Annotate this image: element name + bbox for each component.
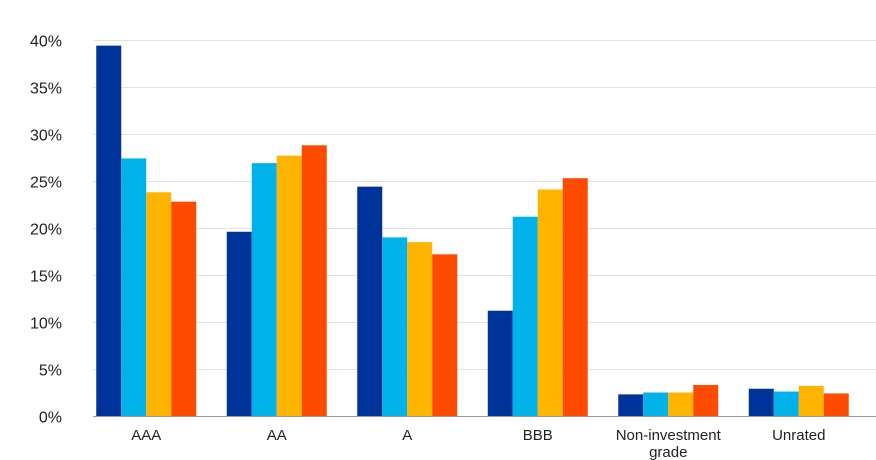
bar — [537, 189, 563, 416]
bar — [643, 392, 669, 416]
bar — [487, 310, 513, 416]
bar — [226, 231, 252, 416]
x-category-label: AAA — [131, 427, 161, 444]
bar — [668, 392, 694, 416]
x-category-label: Non-investment grade — [616, 427, 722, 460]
bar — [693, 384, 719, 416]
x-category-label: Unrated — [772, 427, 825, 444]
x-category-label: A — [402, 427, 412, 444]
bar — [171, 201, 197, 416]
bar — [512, 216, 538, 416]
gridlines — [93, 40, 876, 370]
bars — [96, 45, 849, 416]
bar — [407, 242, 433, 416]
y-tick-label: 40% — [30, 34, 62, 51]
bar — [251, 163, 277, 416]
y-tick-label: 15% — [30, 269, 62, 286]
bar — [798, 385, 824, 416]
y-axis-tick-labels: 0% 5% 10% 15% 20% 25% 30% 35% 40% — [30, 34, 62, 427]
bar — [432, 254, 458, 416]
bar — [357, 186, 383, 416]
bar — [301, 145, 327, 416]
y-tick-label: 25% — [30, 175, 62, 192]
bar — [121, 158, 147, 416]
bar — [276, 155, 302, 416]
y-tick-label: 5% — [39, 363, 62, 380]
y-tick-label: 10% — [30, 316, 62, 333]
x-category-label: BBB — [523, 427, 553, 444]
y-tick-label: 20% — [30, 222, 62, 239]
bar — [748, 388, 774, 416]
y-tick-label: 30% — [30, 128, 62, 145]
bar — [773, 391, 799, 416]
bar — [618, 394, 644, 416]
bar — [96, 45, 122, 416]
bar — [823, 393, 849, 416]
y-tick-label: 35% — [30, 81, 62, 98]
bar — [146, 192, 172, 416]
bar — [562, 178, 588, 416]
bar — [382, 237, 408, 416]
x-category-label: AA — [267, 427, 287, 444]
y-tick-label: 0% — [39, 410, 62, 427]
